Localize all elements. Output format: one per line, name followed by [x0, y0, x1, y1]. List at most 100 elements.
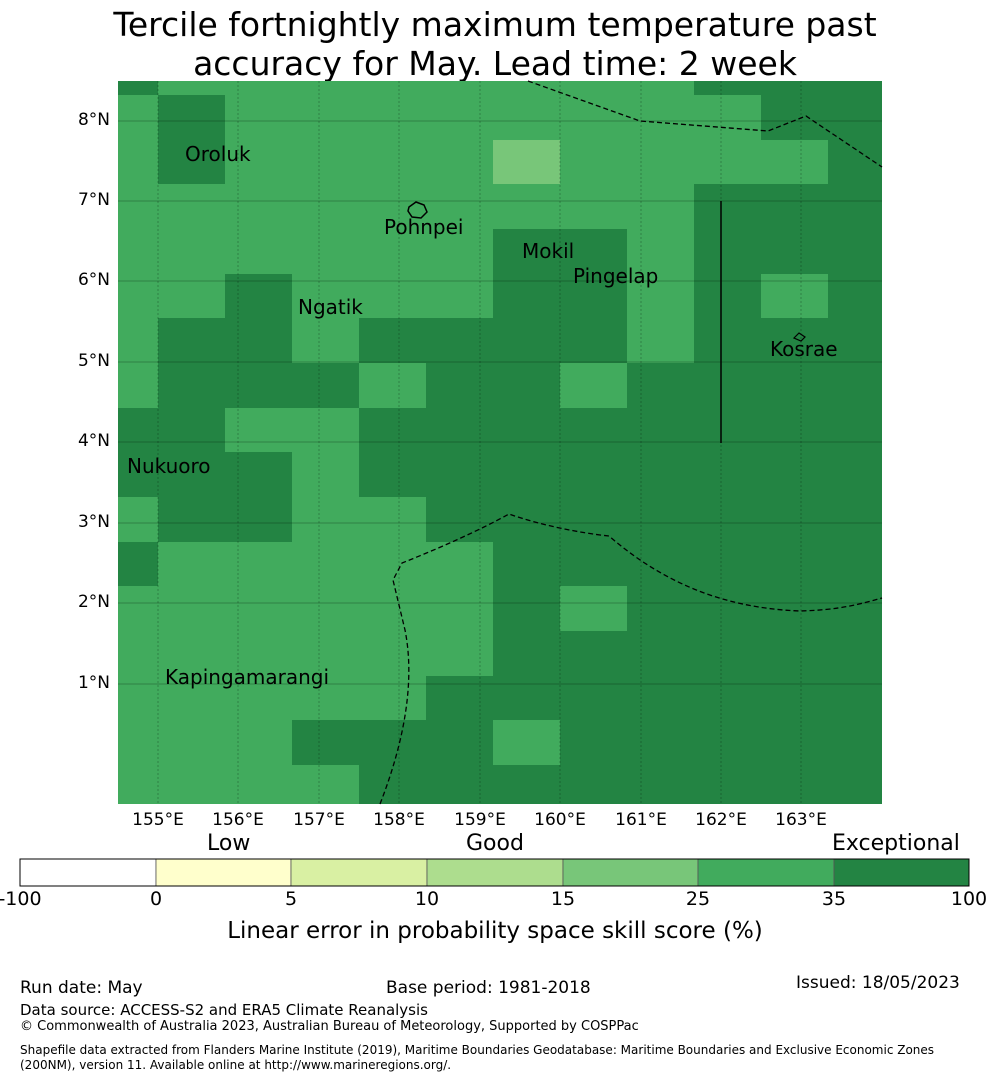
- latitude-label: 8°N: [77, 110, 110, 130]
- grid-cell: [158, 631, 225, 676]
- grid-cell: [225, 363, 292, 408]
- grid-cell: [560, 408, 627, 452]
- island-label-mokil: Mokil: [522, 239, 575, 263]
- grid-cell: [493, 140, 560, 184]
- grid-cell: [359, 497, 426, 542]
- grid-cell: [292, 720, 359, 765]
- grid-cell: [118, 586, 158, 631]
- grid-cell: [158, 586, 225, 631]
- grid-cell: [158, 765, 225, 804]
- grid-cell: [225, 586, 292, 631]
- grid-cell: [359, 408, 426, 452]
- grid-cell: [292, 81, 359, 95]
- grid-cell: [158, 318, 225, 363]
- colorbar-frame: [19, 858, 970, 887]
- grid-cell: [426, 363, 493, 408]
- grid-cell: [158, 274, 225, 318]
- run-date: Run date: May: [20, 978, 143, 998]
- grid-cell: [493, 765, 560, 804]
- shapefile-credit: Shapefile data extracted from Flanders M…: [20, 1043, 935, 1072]
- grid-cell: [292, 408, 359, 452]
- map-title-line-1: Tercile fortnightly maximum temperature …: [113, 5, 877, 44]
- grid-cell: [627, 497, 694, 542]
- grid-cell: [761, 765, 828, 804]
- grid-cell: [761, 408, 828, 452]
- grid-cell: [158, 140, 225, 184]
- kosrae-island-outline: [792, 332, 806, 342]
- pohnpei-island-outline: [407, 201, 428, 219]
- island-label-oroluk: Oroluk: [185, 142, 251, 166]
- grid-cell: [118, 81, 158, 95]
- grid-cell: [359, 542, 426, 586]
- grid-cell: [426, 676, 493, 720]
- grid-cell: [225, 318, 292, 363]
- grid-cell: [627, 363, 694, 408]
- issued-date: Issued: 18/05/2023: [796, 973, 960, 993]
- grid-cell: [828, 229, 882, 274]
- grid-cell: [225, 184, 292, 229]
- grid-cell: [158, 95, 225, 140]
- grid-cell: [627, 452, 694, 497]
- grid-cell: [225, 497, 292, 542]
- grid-cell: [627, 542, 694, 586]
- grid-cell: [225, 452, 292, 497]
- grid-cell: [359, 318, 426, 363]
- grid-cell: [225, 720, 292, 765]
- grid-cell: [761, 229, 828, 274]
- grid-cell: [158, 229, 225, 274]
- grid-cell: [158, 497, 225, 542]
- grid-cell: [493, 676, 560, 720]
- grid-cell: [225, 95, 292, 140]
- grid-cell: [560, 274, 627, 318]
- colorbar-tick: 15: [550, 888, 576, 910]
- grid-cell: [426, 542, 493, 586]
- grid-cell: [359, 452, 426, 497]
- grid-cell: [493, 452, 560, 497]
- grid-cell: [359, 363, 426, 408]
- grid-cell: [292, 363, 359, 408]
- grid-cell: [694, 95, 761, 140]
- grid-cell: [292, 676, 359, 720]
- grid-cell: [694, 765, 761, 804]
- grid-cell: [225, 631, 292, 676]
- grid-cell: [493, 408, 560, 452]
- grid-cell: [118, 229, 158, 274]
- grid-cell: [426, 140, 493, 184]
- island-label-kosrae: Kosrae: [770, 337, 838, 361]
- grid-cell: [560, 318, 627, 363]
- grid-cell: [158, 720, 225, 765]
- grid-cell: [493, 586, 560, 631]
- grid-cell: [694, 631, 761, 676]
- grid-cell: [158, 452, 225, 497]
- grid-cell: [761, 184, 828, 229]
- colorbar-segment: [562, 858, 699, 887]
- grid-cell: [292, 586, 359, 631]
- grid-cell: [627, 586, 694, 631]
- grid-cell: [627, 676, 694, 720]
- grid-cell: [627, 765, 694, 804]
- grid-cell: [292, 95, 359, 140]
- island-label-ngatik: Ngatik: [298, 295, 363, 319]
- grid-cell: [426, 720, 493, 765]
- island-label-nukuoro: Nukuoro: [127, 454, 211, 478]
- grid-cell: [359, 720, 426, 765]
- grid-cell: [761, 676, 828, 720]
- grid-cell: [493, 631, 560, 676]
- grid-cell: [493, 184, 560, 229]
- grid-cell: [158, 184, 225, 229]
- grid-cell: [560, 631, 627, 676]
- grid-cell: [761, 318, 828, 363]
- grid-cell: [560, 184, 627, 229]
- grid-cell: [493, 720, 560, 765]
- grid-cell: [292, 140, 359, 184]
- grid-cell: [426, 274, 493, 318]
- longitude-label: 161°E: [615, 810, 667, 830]
- longitude-label: 155°E: [132, 810, 184, 830]
- grid-cell: [560, 765, 627, 804]
- data-source: Data source: ACCESS-S2 and ERA5 Climate …: [20, 1001, 428, 1019]
- grid-cell: [627, 408, 694, 452]
- latitude-label: 2°N: [77, 592, 110, 612]
- grid-cell: [359, 95, 426, 140]
- grid-cell: [158, 408, 225, 452]
- grid-cell: [493, 318, 560, 363]
